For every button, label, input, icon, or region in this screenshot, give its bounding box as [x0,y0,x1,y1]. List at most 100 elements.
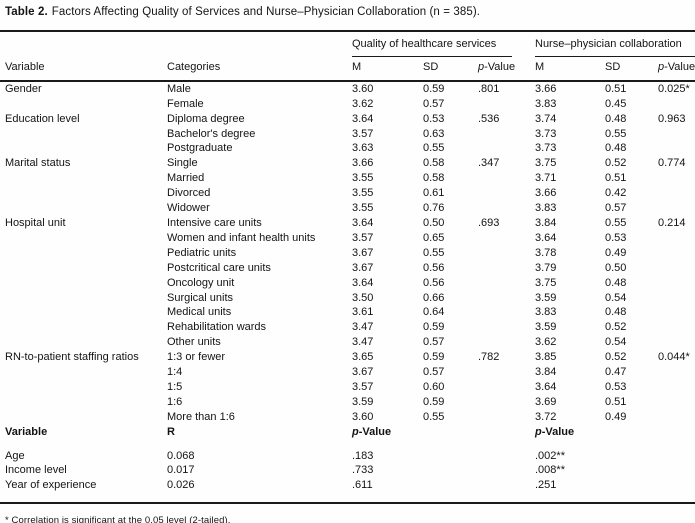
cell-quality-sd: 0.55 [423,142,445,155]
column-header-collab-pvalue: p-Value [658,56,695,82]
cell-variable [0,97,167,112]
cell-collab-mean: 3.73 [535,142,557,155]
cell-collab-sd: 0.53 [605,231,627,244]
cell-collab-sd: 0.45 [605,97,627,110]
cell-category: Women and infant health units [167,231,316,244]
cell-category: 1:4 [167,366,183,379]
cell-quality-pvalue [478,141,535,156]
cell-quality-mean: 3.57 [352,380,374,393]
table-row: Surgical units 3.50 0.66 3.59 0.54 [0,291,695,306]
correlation-row: Year of experience 0.026 .611 .251 [0,478,695,503]
cell-quality-sd: 0.55 [423,246,445,259]
cell-r-value: 0.017 [167,464,195,477]
cell-collab-pvalue: 0.963 [658,112,686,125]
cell-quality-mean: 3.60 [352,410,374,423]
cell-collab-sd: 0.51 [605,395,627,408]
cell-category: Postgraduate [167,142,233,155]
correlation-row: Age 0.068 .183 .002** [0,449,695,464]
table-title: Table 2. Factors Affecting Quality of Ser… [0,0,695,30]
table-row: Oncology unit 3.64 0.56 3.75 0.48 [0,276,695,291]
cell-variable [0,141,167,156]
table-row: Widower 3.55 0.76 3.83 0.57 [0,201,695,216]
cell-collab-sd: 0.48 [605,276,627,289]
cell-variable: Year of experience [5,479,97,492]
cell-category: Divorced [167,187,211,200]
cell-collab-pvalue: 0.025* [658,82,690,95]
cell-collab-pvalue [658,141,695,156]
cell-category: Postcritical care units [167,261,271,274]
cell-quality-sd: 0.60 [423,380,445,393]
cell-collab-sd: 0.49 [605,246,627,259]
cell-category: Oncology unit [167,276,235,289]
cell-quality-sd: 0.64 [423,306,445,319]
cell-collab-mean: 3.85 [535,351,557,364]
footnote-significance-005: * Correlation is significant at the 0.05… [5,515,231,523]
column-header-collab-mean: M [535,56,605,82]
cell-collab-mean: 3.83 [535,97,557,110]
cell-variable: RN-to-patient staffing ratios [5,351,139,364]
cell-quality-mean: 3.60 [352,82,374,95]
cell-quality-mean: 3.64 [352,276,374,289]
cell-collab-mean: 3.83 [535,306,557,319]
cell-collab-sd: 0.49 [605,410,627,423]
column-header-collab-sd: SD [605,56,658,82]
column-header-quality-sd: SD [423,56,478,82]
cell-variable [0,231,167,246]
cell-quality-pvalue [478,201,535,216]
table-row: Marital status Single 3.66 0.58 .347 3.7… [0,156,695,171]
cell-collab-pvalue [658,186,695,201]
cell-quality-sd: 0.53 [423,112,445,125]
table-row: Women and infant health units 3.57 0.65 … [0,231,695,246]
column-header-categories: Categories [167,56,352,82]
cell-quality-pvalue [478,305,535,320]
cell-quality-pvalue: .183 [352,449,374,462]
cell-quality-sd: 0.50 [423,216,445,229]
cell-collab-mean: 3.69 [535,395,557,408]
table-caption: Factors Affecting Quality of Services an… [51,6,481,18]
cell-collab-sd: 0.48 [605,306,627,319]
cell-quality-sd: 0.59 [423,395,445,408]
cell-quality-sd: 0.76 [423,202,445,215]
cell-quality-mean: 3.64 [352,112,374,125]
cell-variable [0,246,167,261]
cell-category: Widower [167,202,210,215]
table-row: More than 1:6 3.60 0.55 3.72 0.49 [0,410,695,425]
cell-variable [0,410,167,425]
cell-quality-mean: 3.67 [352,366,374,379]
cell-category: Pediatric units [167,246,237,259]
column-header-quality-pvalue: p-Value [478,56,535,82]
cell-variable [0,320,167,335]
cell-variable [0,365,167,380]
results-table: Quality of healthcare services Nurse–phy… [0,30,695,505]
cell-quality-sd: 0.57 [423,336,445,349]
cell-variable [0,186,167,201]
cell-quality-mean: 3.61 [352,306,374,319]
table-row: Pediatric units 3.67 0.55 3.78 0.49 [0,246,695,261]
group-header-quality-label: Quality of healthcare services [352,38,497,50]
table-footnotes: * Correlation is significant at the 0.05… [0,504,695,523]
cell-collab-pvalue [658,305,695,320]
table-row: Bachelor's degree 3.57 0.63 3.73 0.55 [0,127,695,142]
cell-collab-mean: 3.71 [535,172,557,185]
table-row: RN-to-patient staffing ratios 1:3 or few… [0,350,695,365]
cell-quality-sd: 0.59 [423,351,445,364]
cell-category: More than 1:6 [167,410,235,423]
cell-quality-sd: 0.58 [423,172,445,185]
cell-quality-pvalue [478,395,535,410]
cell-collab-pvalue [658,201,695,216]
cell-quality-mean: 3.67 [352,261,374,274]
cell-collab-sd: 0.52 [605,351,627,364]
cell-quality-sd: 0.58 [423,157,445,170]
cell-collab-sd: 0.54 [605,336,627,349]
table-header: Quality of healthcare services Nurse–phy… [0,31,695,82]
cell-quality-mean: 3.62 [352,97,374,110]
cell-category: Single [167,157,198,170]
cell-variable: Marital status [5,157,71,170]
cell-quality-pvalue: .536 [478,112,500,125]
group-header-collaboration-label: Nurse–physician collaboration [535,38,682,50]
cell-collab-pvalue [658,97,695,112]
cell-quality-pvalue: .801 [478,82,500,95]
cell-variable: Income level [5,464,67,477]
cell-collab-pvalue [658,380,695,395]
